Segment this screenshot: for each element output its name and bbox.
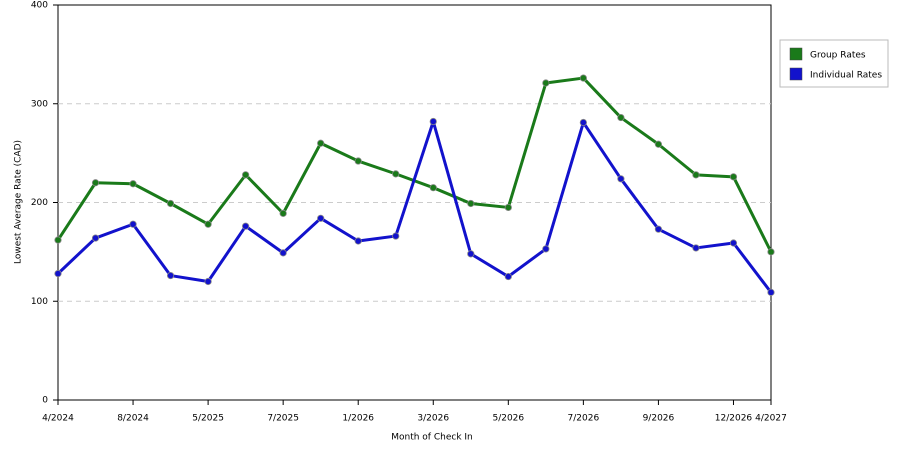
data-point [392,170,400,178]
data-point [129,180,137,188]
data-point [54,269,62,278]
series-line [56,120,773,294]
data-point [579,74,587,82]
data-point [354,237,362,245]
data-point [542,245,550,253]
data-point [729,239,738,247]
x-tick-label: 4/2027 [755,414,787,424]
data-point [692,244,700,252]
data-point [317,139,325,147]
y-tick-label: 300 [31,99,48,109]
x-tick-label: 5/2026 [492,414,524,424]
data-point [617,175,625,183]
data-point [354,157,362,165]
data-point [317,214,325,222]
x-tick-label: 9/2026 [643,414,675,424]
data-point [504,203,512,212]
data-point [91,179,100,187]
data-point [767,248,775,256]
y-tick-label: 0 [42,396,48,406]
data-point [91,234,100,242]
data-point [729,173,738,181]
data-point [54,236,62,244]
data-point [279,249,287,257]
x-tick-label: 7/2025 [267,414,299,424]
data-point [204,277,212,286]
data-point [392,232,400,240]
data-point [129,220,137,228]
x-tick-label: 12/2026 [715,414,753,424]
x-tick-label: 7/2026 [568,414,600,424]
y-tick-label: 100 [31,297,48,307]
x-tick-label: 3/2026 [417,414,449,424]
data-point [654,225,663,233]
data-point [429,117,437,126]
data-point [166,199,175,208]
y-axis-label: Lowest Average Rate (CAD) [14,140,24,264]
legend-label: Group Rates [810,51,866,61]
data-point [767,288,775,296]
data-point [579,118,587,127]
data-point [242,171,250,179]
y-tick-label: 400 [31,1,48,11]
data-point [467,199,475,208]
data-point [504,272,512,281]
x-tick-label: 1/2026 [342,414,374,424]
x-tick-label: 5/2025 [192,414,224,424]
y-tick-label: 200 [31,198,48,208]
x-tick-label: 4/2024 [42,414,74,424]
legend-label: Individual Rates [810,71,882,81]
x-axis-label: Month of Check In [391,433,473,443]
data-point [279,209,287,217]
data-point [467,250,475,258]
data-point [617,113,625,122]
data-point [204,220,212,228]
legend-swatch [789,67,803,81]
x-tick-label: 8/2024 [117,414,149,424]
data-point [242,222,250,230]
data-point [654,140,663,148]
data-point [542,79,550,87]
data-point [692,171,700,179]
data-point [166,271,175,280]
data-point [429,184,437,192]
legend-swatch [789,47,803,61]
